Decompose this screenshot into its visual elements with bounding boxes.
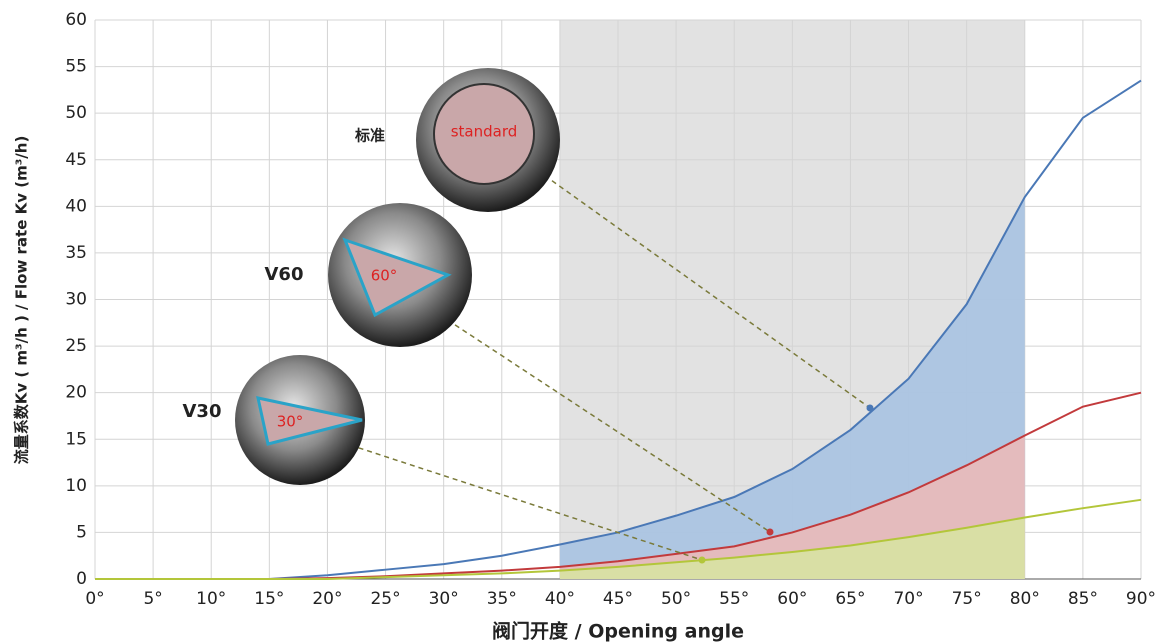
x-tick-label: 60° bbox=[777, 589, 807, 609]
x-tick-label: 75° bbox=[952, 589, 982, 609]
y-tick-label: 40 bbox=[65, 196, 87, 216]
x-tick-label: 50° bbox=[661, 589, 691, 609]
series-line bbox=[95, 498, 1142, 580]
x-tick-label: 70° bbox=[893, 589, 923, 609]
y-tick-label: 35 bbox=[65, 243, 87, 263]
x-tick-label: 0° bbox=[85, 589, 104, 609]
y-axis-label: 流量系数Kv ( m³/h ) / Flow rate Kv (m³/h) bbox=[13, 136, 31, 465]
leader-dot bbox=[866, 404, 874, 412]
y-tick-label: 5 bbox=[76, 522, 87, 542]
series-label: 标准 bbox=[354, 127, 385, 145]
y-tick-label: 60 bbox=[65, 10, 87, 30]
x-tick-label: 30° bbox=[429, 589, 459, 609]
y-tick-label: 0 bbox=[76, 569, 87, 589]
x-tick-label: 40° bbox=[545, 589, 575, 609]
x-tick-label: 15° bbox=[254, 589, 284, 609]
x-tick-label: 10° bbox=[196, 589, 226, 609]
y-tick-label: 15 bbox=[65, 429, 87, 449]
y-tick-label: 20 bbox=[65, 383, 87, 403]
series-label: V30 bbox=[183, 401, 222, 422]
y-tick-label: 45 bbox=[65, 150, 87, 170]
x-tick-label: 20° bbox=[312, 589, 342, 609]
valve-bore bbox=[256, 396, 363, 446]
leader-line bbox=[439, 314, 771, 533]
y-tick-label: 10 bbox=[65, 476, 87, 496]
valve-bore bbox=[433, 83, 535, 185]
leader-line bbox=[529, 164, 871, 409]
x-tick-label: 5° bbox=[143, 589, 162, 609]
x-tick-label: 35° bbox=[487, 589, 517, 609]
x-tick-label: 55° bbox=[719, 589, 749, 609]
area-fill bbox=[559, 197, 1025, 579]
valve-illustrations: 标准 V60 V30 standard 60° 30° bbox=[183, 68, 874, 564]
area-fill bbox=[559, 517, 1025, 579]
x-tick-label: 90° bbox=[1126, 589, 1156, 609]
annotation: standard bbox=[451, 123, 518, 141]
x-tick-label: 45° bbox=[603, 589, 633, 609]
series-label: V60 bbox=[265, 264, 304, 285]
x-tick-label: 85° bbox=[1068, 589, 1098, 609]
x-tick-label: 25° bbox=[370, 589, 400, 609]
leader-dot bbox=[698, 556, 706, 564]
x-tick-label: 65° bbox=[835, 589, 865, 609]
y-tick-label: 30 bbox=[65, 290, 87, 310]
y-tick-label: 55 bbox=[65, 57, 87, 77]
y-tick-label: 50 bbox=[65, 103, 87, 123]
valve-bore bbox=[342, 237, 452, 318]
x-tick-label: 80° bbox=[1010, 589, 1040, 609]
annotation: 60° bbox=[371, 267, 398, 285]
leader-line bbox=[349, 444, 703, 561]
x-axis-label: 阀门开度 / Opening angle bbox=[492, 620, 744, 643]
y-tick-label: 25 bbox=[65, 336, 87, 356]
leader-dot bbox=[766, 528, 774, 536]
annotation: 30° bbox=[277, 413, 304, 431]
